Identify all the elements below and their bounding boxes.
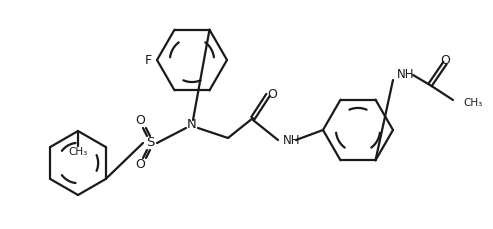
Text: S: S — [146, 136, 154, 150]
Text: O: O — [135, 114, 145, 128]
Text: NH: NH — [397, 68, 415, 82]
Text: N: N — [187, 118, 197, 131]
Text: O: O — [440, 54, 450, 66]
Text: O: O — [267, 88, 277, 101]
Text: CH₃: CH₃ — [69, 147, 88, 157]
Text: CH₃: CH₃ — [463, 98, 482, 108]
Text: O: O — [135, 158, 145, 172]
Text: F: F — [144, 54, 151, 66]
Text: NH: NH — [283, 134, 301, 147]
